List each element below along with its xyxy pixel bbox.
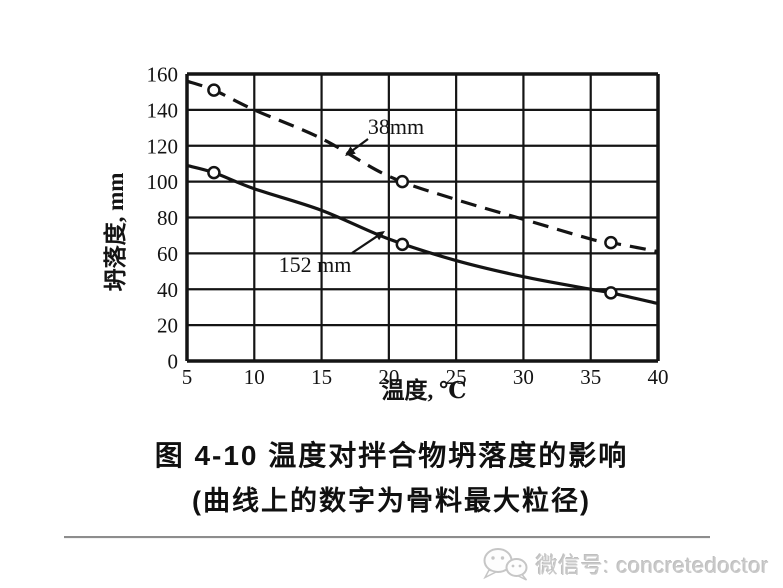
wechat-watermark: 微信号: concretedoctor	[481, 545, 769, 583]
axis-titles: 温度, ℃ 坍落度, mm	[102, 173, 467, 403]
annotations: 38mm 152 mm	[279, 114, 424, 277]
data-point-marker	[604, 235, 618, 250]
y-axis-title: 坍落度, mm	[102, 173, 128, 292]
y-tick-label: 100	[147, 170, 179, 194]
annotation-arrowhead	[374, 231, 385, 241]
tick-labels: 5 10 15 20 25 30 35 40 0 20 40 60 80 100 120 140 160	[147, 63, 669, 390]
slump-vs-temperature-chart: 5 10 15 20 25 30 35 40 0 20 40 60 80 100 120 140 160 温度, …	[102, 63, 669, 404]
y-tick-label: 160	[147, 63, 179, 87]
series-152mm	[186, 163, 659, 306]
wechat-icon	[482, 548, 528, 581]
x-tick-label: 35	[580, 365, 601, 389]
y-tick-label: 60	[157, 242, 178, 266]
footer-divider	[64, 536, 710, 538]
figure-caption-title: 图 4-10 温度对拌合物坍落度的影响	[154, 440, 629, 471]
y-tick-label: 0	[168, 350, 179, 374]
curve-label: 152 mm	[279, 252, 352, 277]
curve-label: 38mm	[368, 114, 424, 139]
wechat-id-text: 微信号: concretedoctor	[535, 553, 769, 578]
x-tick-label: 15	[311, 365, 332, 389]
annotation-arrowhead	[345, 146, 356, 156]
series-curve	[186, 163, 659, 306]
x-tick-label: 20	[378, 365, 399, 389]
data-point-marker	[395, 174, 410, 189]
y-tick-label: 20	[157, 314, 178, 338]
y-tick-label: 140	[147, 98, 179, 122]
data-point-marker	[207, 83, 221, 97]
x-tick-label: 5	[182, 365, 193, 389]
data-point-marker	[395, 237, 410, 252]
data-point-marker	[207, 165, 221, 180]
x-tick-label: 10	[244, 365, 265, 389]
y-tick-label: 120	[147, 134, 179, 158]
x-tick-label: 40	[648, 365, 669, 389]
figure-caption-note: (曲线上的数字为骨料最大粒径)	[192, 486, 591, 516]
x-axis-title: 温度, ℃	[381, 377, 466, 403]
y-tick-label: 40	[157, 278, 178, 302]
y-tick-label: 80	[157, 206, 178, 230]
series-38mm	[186, 79, 659, 254]
x-tick-label: 25	[446, 365, 467, 389]
x-tick-label: 30	[513, 365, 534, 389]
series-curve	[186, 79, 659, 254]
data-point-marker	[604, 286, 618, 300]
grid	[185, 72, 660, 363]
